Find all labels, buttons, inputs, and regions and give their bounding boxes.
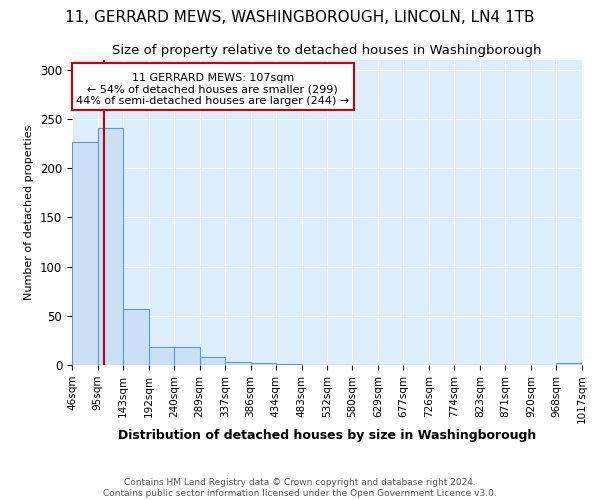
Bar (149, 348, 174, 365)
Bar (225, 362, 251, 365)
Bar (276, 364, 302, 365)
Text: 11, GERRARD MEWS, WASHINGBOROUGH, LINCOLN, LN4 1TB: 11, GERRARD MEWS, WASHINGBOROUGH, LINCOL… (65, 10, 535, 25)
Bar (251, 363, 276, 365)
Bar (556, 363, 582, 365)
Y-axis label: Number of detached properties: Number of detached properties (25, 125, 34, 300)
Bar (200, 357, 225, 365)
Text: 44% of semi-detached houses are larger (244) →: 44% of semi-detached houses are larger (… (76, 96, 349, 106)
Text: Contains HM Land Registry data © Crown copyright and database right 2024.
Contai: Contains HM Land Registry data © Crown c… (103, 478, 497, 498)
Bar (174, 348, 200, 365)
Text: ← 54% of detached houses are smaller (299): ← 54% of detached houses are smaller (29… (88, 84, 338, 94)
Bar (72, 142, 98, 365)
Bar (123, 309, 149, 365)
Text: 11 GERRARD MEWS: 107sqm: 11 GERRARD MEWS: 107sqm (131, 73, 294, 83)
Bar (98, 128, 123, 365)
FancyBboxPatch shape (72, 63, 353, 110)
Title: Size of property relative to detached houses in Washingborough: Size of property relative to detached ho… (112, 44, 542, 58)
X-axis label: Distribution of detached houses by size in Washingborough: Distribution of detached houses by size … (118, 429, 536, 442)
